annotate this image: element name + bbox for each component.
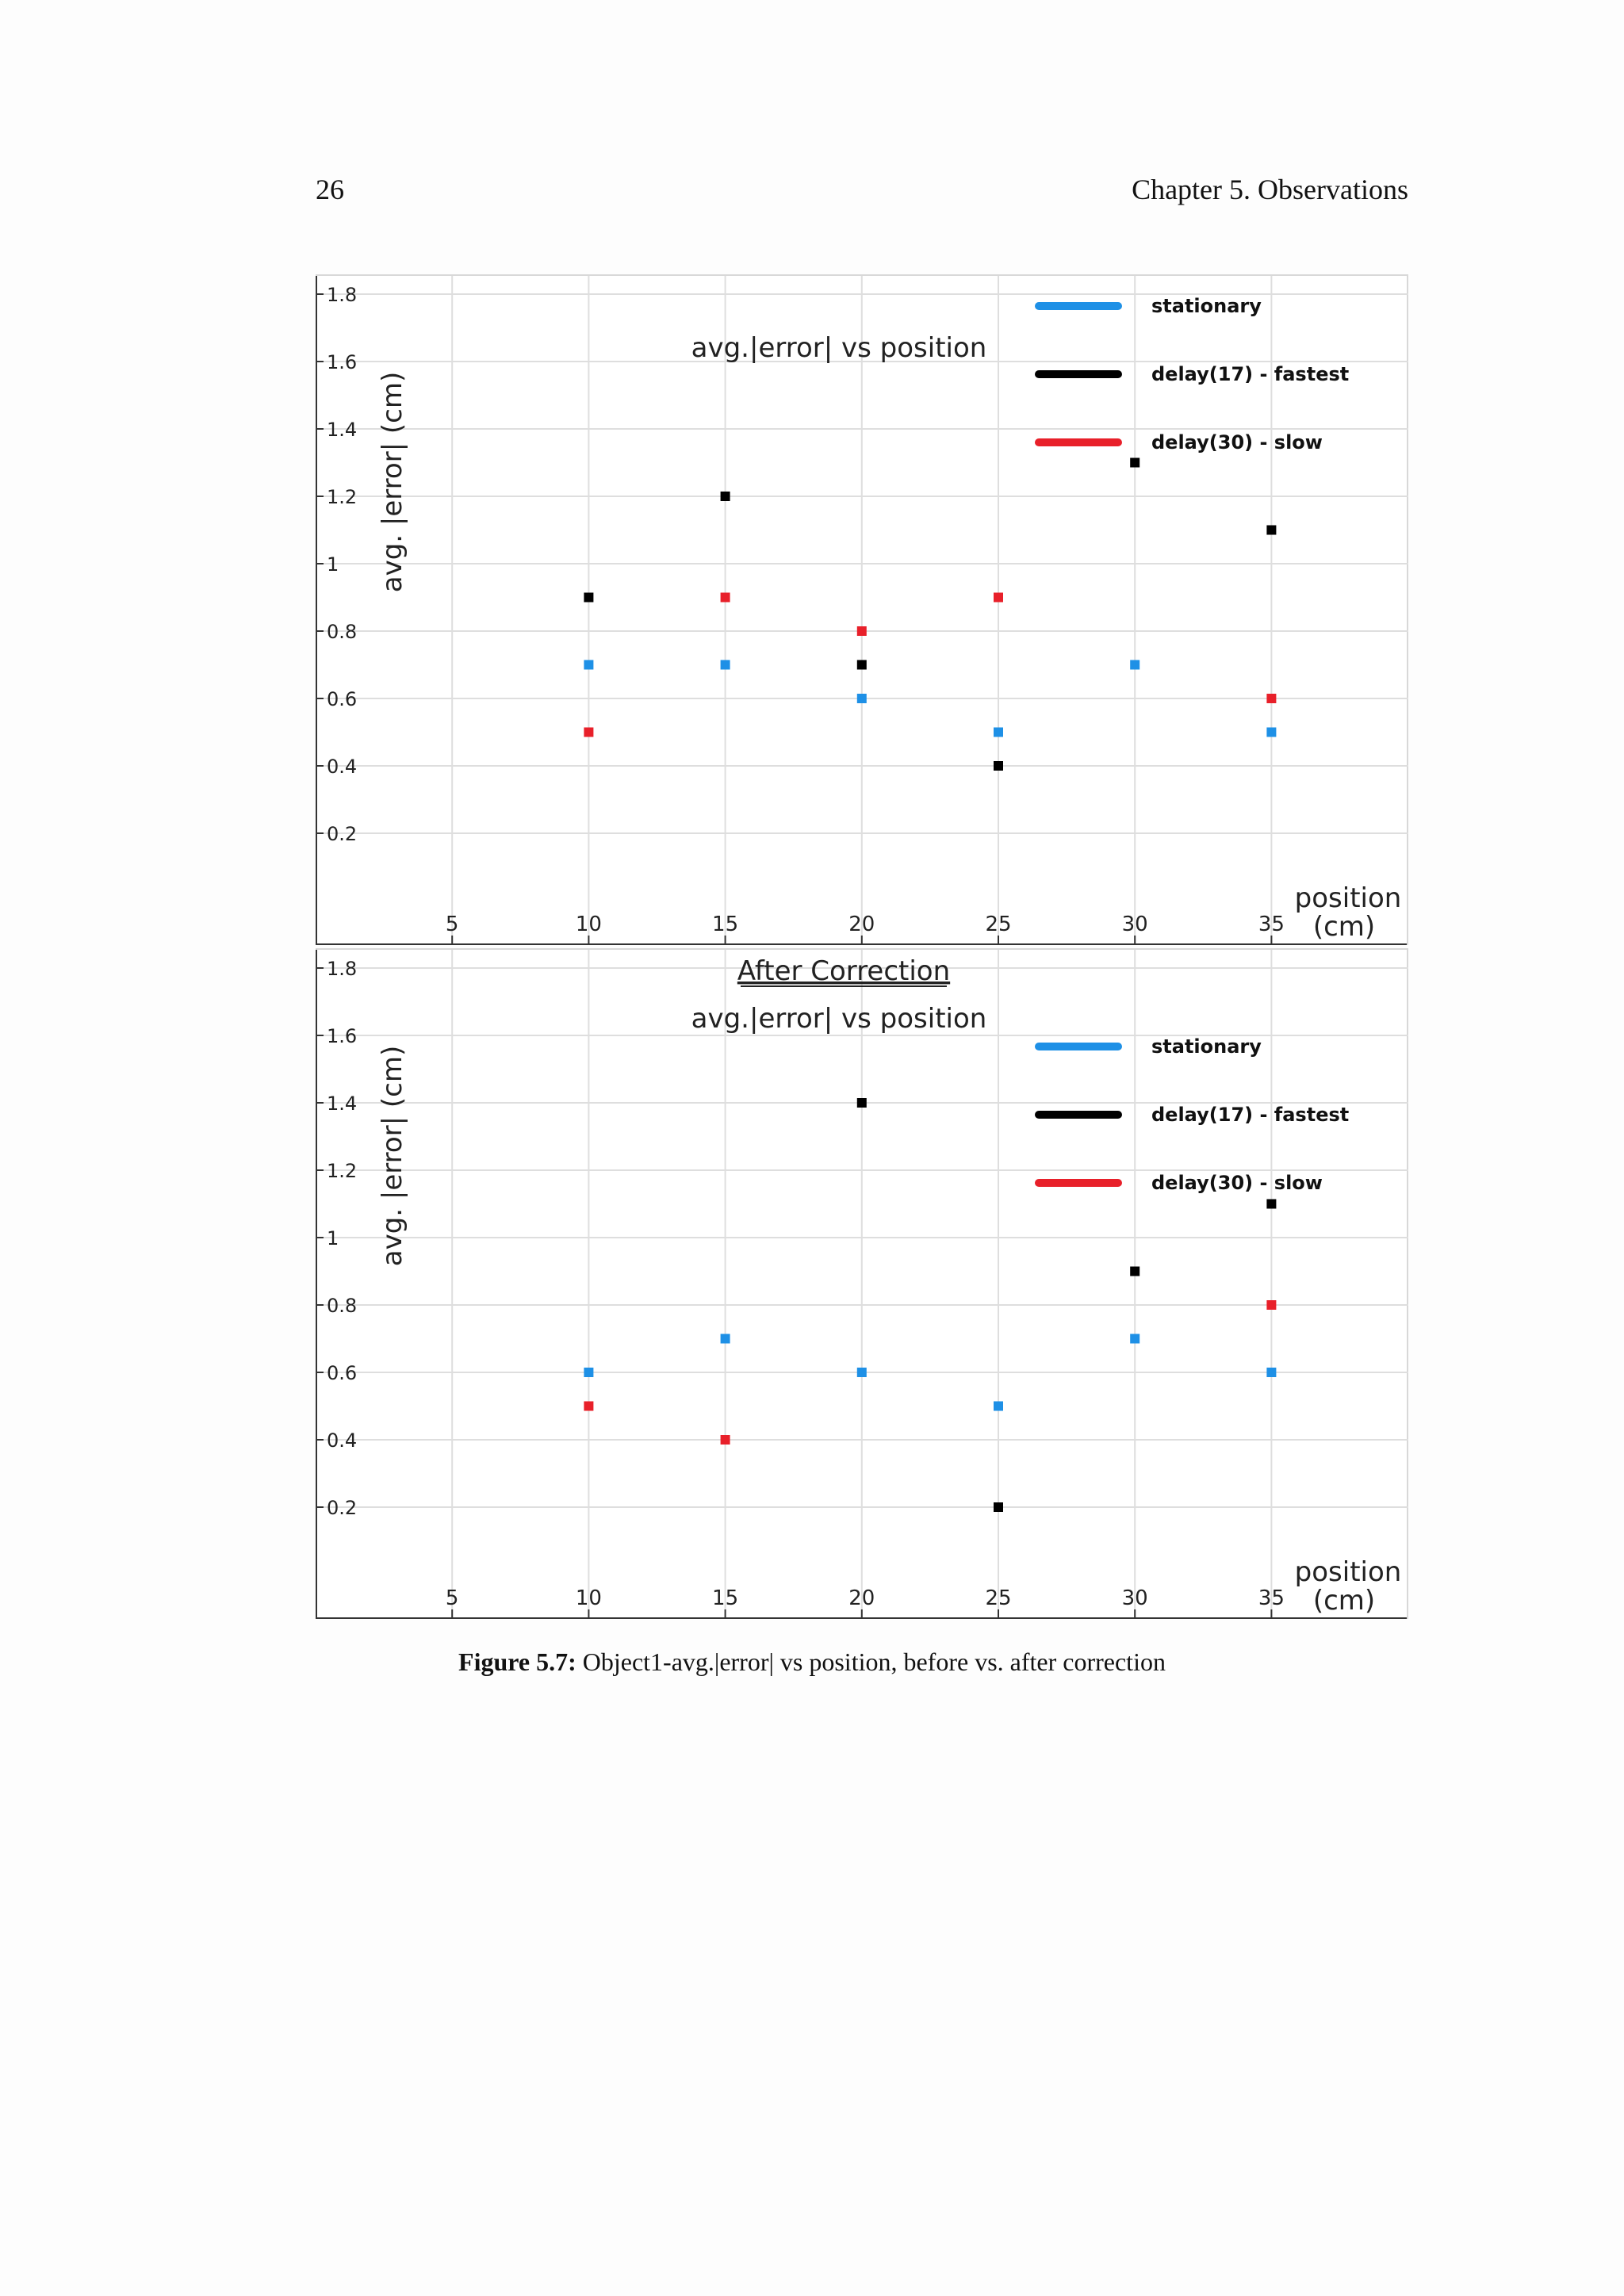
y-tick-label: 1.8 — [327, 284, 357, 306]
data-point — [720, 592, 730, 603]
data-point — [856, 660, 867, 670]
data-point — [1130, 1266, 1140, 1276]
data-point — [584, 660, 594, 670]
data-point — [856, 694, 867, 703]
x-tick-label: 30 — [1122, 913, 1148, 936]
chart-before-correction: 0.2 0.4 0.6 0.8 1 1.2 1.4 1.6 1.8 5 10 15 20 25 30 35 av… — [316, 274, 1408, 945]
legend-label: delay(30) - slow — [1151, 431, 1323, 453]
data-point — [584, 592, 594, 603]
chart-after-correction: 0.2 0.4 0.6 0.8 1 1.2 1.4 1.6 1.8 5 10 15 20 25 30 35 av… — [316, 948, 1408, 1619]
x-tick-label: 10 — [576, 913, 602, 936]
y-tick-label: 0.2 — [327, 823, 357, 845]
data-point — [856, 626, 867, 636]
x-axis-label: position — [1295, 882, 1402, 914]
x-tick-label: 5 — [446, 913, 459, 936]
y-axis-label: avg. |error| (cm) — [377, 372, 408, 593]
y-tick-label: 1.2 — [327, 1160, 357, 1182]
data-point — [1266, 694, 1277, 703]
x-tick-label: 15 — [712, 1586, 738, 1610]
x-tick-label: 5 — [446, 1586, 459, 1610]
y-tick-label: 0.8 — [327, 621, 357, 643]
x-tick-label: 20 — [848, 1586, 875, 1610]
x-axis-unit: (cm) — [1313, 911, 1375, 943]
figure-caption-text: Object1-avg.|error| vs position, before … — [582, 1647, 1166, 1676]
data-point — [994, 761, 1003, 771]
y-tick-label: 0.6 — [327, 1362, 357, 1384]
legend-label: delay(17) - fastest — [1151, 363, 1349, 385]
x-tick-label: 15 — [712, 913, 738, 936]
data-point — [1266, 727, 1277, 737]
data-point — [1266, 525, 1277, 535]
chart-svg: 0.2 0.4 0.6 0.8 1 1.2 1.4 1.6 1.8 5 10 15 20 25 30 35 av… — [316, 274, 1408, 945]
chart-title: avg.|error| vs position — [691, 332, 987, 364]
data-point — [720, 1435, 730, 1445]
figure-label: Figure 5.7: — [458, 1647, 576, 1676]
x-axis-unit: (cm) — [1313, 1585, 1375, 1617]
legend-label: stationary — [1151, 295, 1262, 317]
data-point — [1130, 1334, 1140, 1344]
y-tick-label: 0.2 — [327, 1497, 357, 1519]
chart-subtitle: After Correction — [737, 955, 950, 987]
y-tick-label: 1.6 — [327, 1025, 357, 1047]
data-point — [584, 1401, 594, 1411]
y-tick-label: 1.2 — [327, 486, 357, 508]
data-point — [1130, 457, 1140, 468]
page-number: 26 — [316, 174, 344, 205]
y-tick-label: 0.4 — [327, 756, 357, 778]
data-point — [994, 727, 1003, 737]
y-tick-label: 0.8 — [327, 1295, 357, 1317]
legend-label: delay(30) - slow — [1151, 1172, 1323, 1194]
figure-caption: Figure 5.7: Object1-avg.|error| vs posit… — [0, 1647, 1624, 1677]
data-point — [584, 1368, 594, 1377]
y-axis-label: avg. |error| (cm) — [377, 1046, 408, 1267]
x-tick-label: 25 — [985, 913, 1011, 936]
data-point — [994, 1502, 1003, 1512]
data-point — [720, 660, 730, 670]
data-point — [720, 1334, 730, 1344]
y-tick-label: 1.8 — [327, 958, 357, 980]
data-point — [856, 1368, 867, 1377]
data-point — [994, 592, 1003, 603]
data-point — [994, 1401, 1003, 1411]
legend-label: delay(17) - fastest — [1151, 1104, 1349, 1126]
running-head: Chapter 5. Observations — [1132, 174, 1408, 205]
data-point — [1266, 1300, 1277, 1310]
data-point — [1130, 660, 1140, 670]
x-axis-label: position — [1295, 1556, 1402, 1588]
x-tick-label: 10 — [576, 1586, 602, 1610]
x-tick-label: 20 — [848, 913, 875, 936]
data-point — [1266, 1199, 1277, 1209]
x-tick-label: 35 — [1258, 1586, 1285, 1610]
y-tick-label: 1 — [327, 553, 339, 576]
y-tick-label: 1.4 — [327, 419, 357, 441]
data-point — [856, 1098, 867, 1108]
data-point — [1266, 1368, 1277, 1377]
y-tick-label: 1.4 — [327, 1093, 357, 1115]
y-tick-label: 0.4 — [327, 1429, 357, 1452]
chart-title: avg.|error| vs position — [691, 1003, 987, 1035]
y-tick-label: 1 — [327, 1227, 339, 1249]
y-tick-label: 1.6 — [327, 351, 357, 373]
x-tick-label: 25 — [985, 1586, 1011, 1610]
y-tick-label: 0.6 — [327, 688, 357, 710]
x-tick-label: 30 — [1122, 1586, 1148, 1610]
data-point — [584, 727, 594, 737]
x-tick-label: 35 — [1258, 913, 1285, 936]
chart-svg: 0.2 0.4 0.6 0.8 1 1.2 1.4 1.6 1.8 5 10 15 20 25 30 35 av… — [316, 948, 1408, 1619]
data-point — [720, 492, 730, 501]
legend-label: stationary — [1151, 1035, 1262, 1058]
